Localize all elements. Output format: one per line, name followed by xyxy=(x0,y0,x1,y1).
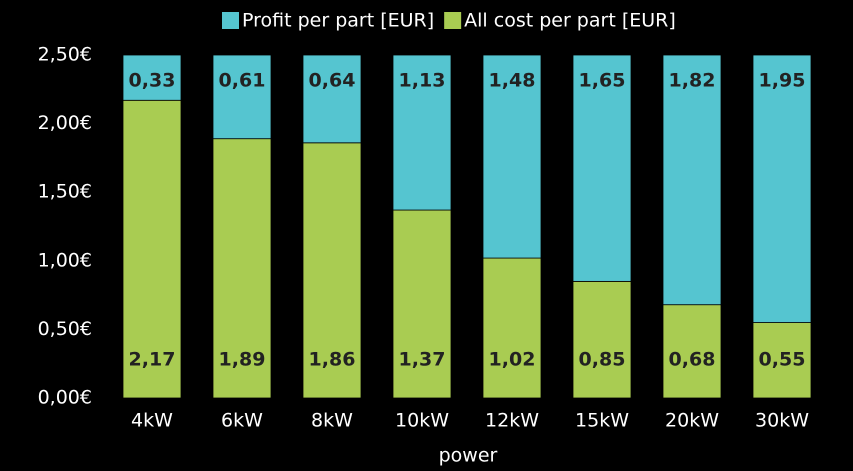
bar-segment xyxy=(212,54,272,140)
x-tick-label: 4kW xyxy=(131,410,173,432)
legend-swatch xyxy=(222,12,239,29)
bar-segment xyxy=(752,54,812,323)
x-tick-label: 6kW xyxy=(221,410,263,432)
value-label: 2,17 xyxy=(129,349,176,371)
x-tick-label: 30kW xyxy=(755,410,809,432)
x-tick-label: 8kW xyxy=(311,410,353,432)
bar-segment xyxy=(662,304,722,399)
bar-segment xyxy=(122,54,182,101)
bar-segment xyxy=(302,54,362,144)
bar-segment xyxy=(392,209,452,399)
bar-segment xyxy=(122,99,182,399)
value-label: 0,55 xyxy=(759,349,806,371)
value-label: 1,86 xyxy=(309,349,356,371)
bar-segment xyxy=(482,54,542,259)
value-label: 1,95 xyxy=(759,70,806,92)
x-tick-label: 20kW xyxy=(665,410,719,432)
value-label: 1,02 xyxy=(489,349,536,371)
value-label: 1,89 xyxy=(219,349,266,371)
value-label: 1,37 xyxy=(399,349,446,371)
value-label: 0,68 xyxy=(669,349,716,371)
value-label: 0,64 xyxy=(309,70,356,92)
legend-swatch xyxy=(444,12,462,29)
bar-segment xyxy=(482,257,542,399)
x-axis-label: power xyxy=(439,445,498,467)
bar-segment xyxy=(302,142,362,399)
y-tick-label: 2,00€ xyxy=(38,112,92,134)
y-tick-label: 1,00€ xyxy=(38,249,92,271)
y-tick-label: 2,50€ xyxy=(38,44,92,66)
x-tick-label: 12kW xyxy=(485,410,539,432)
bar-segment xyxy=(572,280,632,399)
value-label: 0,61 xyxy=(219,70,266,92)
value-label: 0,85 xyxy=(579,349,626,371)
value-label: 1,48 xyxy=(489,70,536,92)
x-tick-label: 15kW xyxy=(575,410,629,432)
y-tick-label: 1,50€ xyxy=(38,181,92,203)
value-label: 1,13 xyxy=(399,70,446,92)
bar-segment xyxy=(752,322,812,399)
legend-label: All cost per part [EUR] xyxy=(464,10,676,32)
y-tick-label: 0,00€ xyxy=(38,387,92,409)
bar-segment xyxy=(572,54,632,282)
x-tick-label: 10kW xyxy=(395,410,449,432)
value-label: 0,33 xyxy=(129,70,176,92)
legend-label: Profit per part [EUR] xyxy=(242,10,434,32)
bar-segment xyxy=(662,54,722,306)
value-label: 1,65 xyxy=(579,70,626,92)
bar-segment xyxy=(392,54,452,211)
y-tick-label: 0,50€ xyxy=(38,318,92,340)
value-label: 1,82 xyxy=(669,70,716,92)
